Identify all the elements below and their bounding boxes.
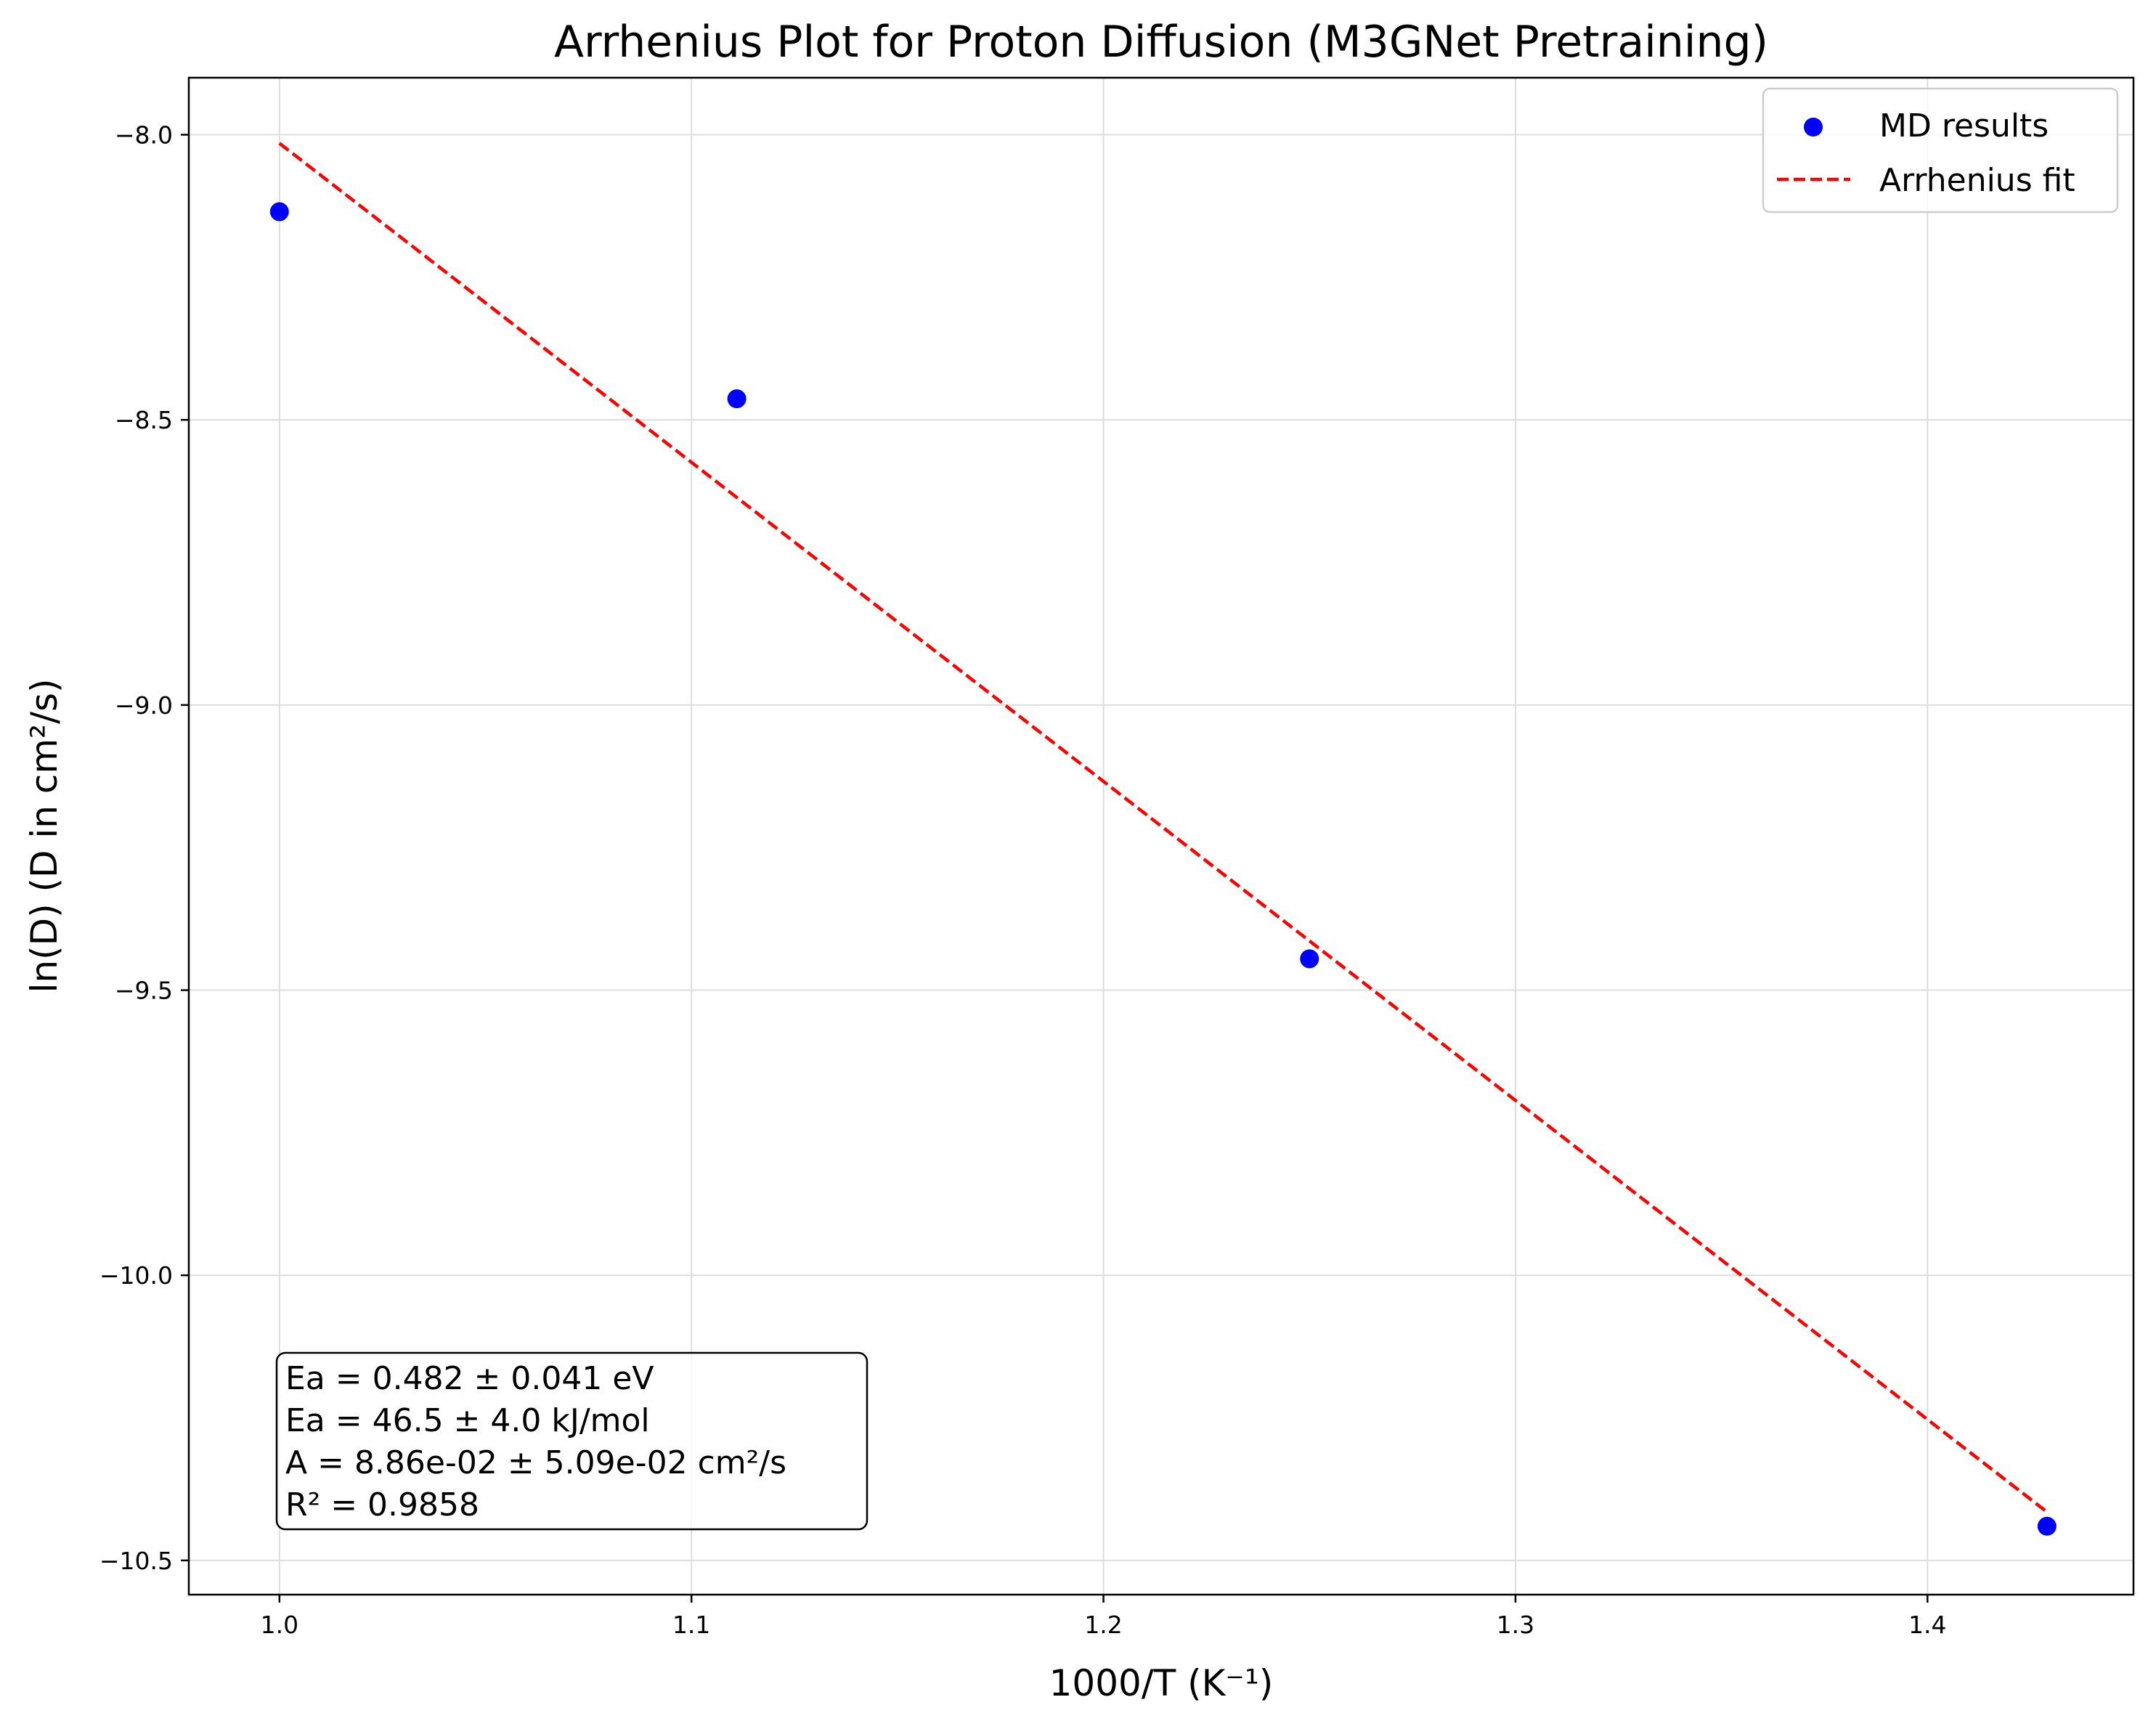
y-tick-label: −10.5: [99, 1547, 173, 1575]
legend-label-arrhenius-fit: Arrhenius fit: [1879, 162, 2075, 199]
md-result-point: [2037, 1516, 2057, 1536]
y-axis-label: ln(D) (D in cm²/s): [23, 678, 65, 993]
fit-parameters-frame: [275, 1351, 868, 1531]
legend-box: [1762, 87, 2119, 213]
md-result-point: [269, 202, 289, 221]
md-result-point: [1300, 949, 1319, 969]
x-tick-label: 1.1: [672, 1611, 710, 1639]
arrhenius-fit-line: [278, 142, 2049, 1513]
y-axis: −8.0 −8.5 −9.0 −9.5 −10.0 −10.5: [99, 121, 189, 1575]
x-axis-label: 1000/T (K⁻¹): [1049, 1662, 1274, 1704]
fit-parameter-r-squared: R² = 0.9858: [285, 1486, 479, 1523]
legend-label-md-results: MD results: [1879, 107, 2049, 145]
y-tick-label: −8.5: [115, 406, 173, 434]
plot-area-frame: [187, 76, 2135, 1596]
x-axis: 1.0 1.1 1.2 1.3 1.4: [261, 1595, 1947, 1639]
y-tick-label: −8.0: [115, 121, 173, 150]
y-tick-label: −9.5: [115, 977, 173, 1005]
chart-title: Arrhenius Plot for Proton Diffusion (M3G…: [554, 17, 1768, 68]
fit-parameter-ea-ev: Ea = 0.482 ± 0.041 eV: [285, 1360, 654, 1397]
x-tick-label: 1.2: [1084, 1611, 1122, 1639]
grid-lines: [189, 78, 2133, 1595]
fit-parameter-ea-kjmol: Ea = 46.5 ± 4.0 kJ/mol: [285, 1402, 650, 1439]
x-tick-label: 1.4: [1908, 1611, 1946, 1639]
y-tick-label: −10.0: [99, 1261, 173, 1290]
legend: MD results Arrhenius fit: [1762, 87, 2119, 213]
x-tick-label: 1.3: [1497, 1611, 1534, 1639]
fit-parameter-prefactor: A = 8.86e-02 ± 5.09e-02 cm²/s: [285, 1444, 786, 1481]
md-result-point: [727, 389, 747, 409]
fit-line-layer: [278, 142, 2049, 1513]
legend-marker-md-results: [1804, 118, 1823, 137]
data-points-layer: [269, 202, 2057, 1536]
x-tick-label: 1.0: [261, 1611, 298, 1639]
y-tick-label: −9.0: [115, 691, 173, 720]
fit-parameters-box: Ea = 0.482 ± 0.041 eV Ea = 46.5 ± 4.0 kJ…: [275, 1351, 868, 1531]
